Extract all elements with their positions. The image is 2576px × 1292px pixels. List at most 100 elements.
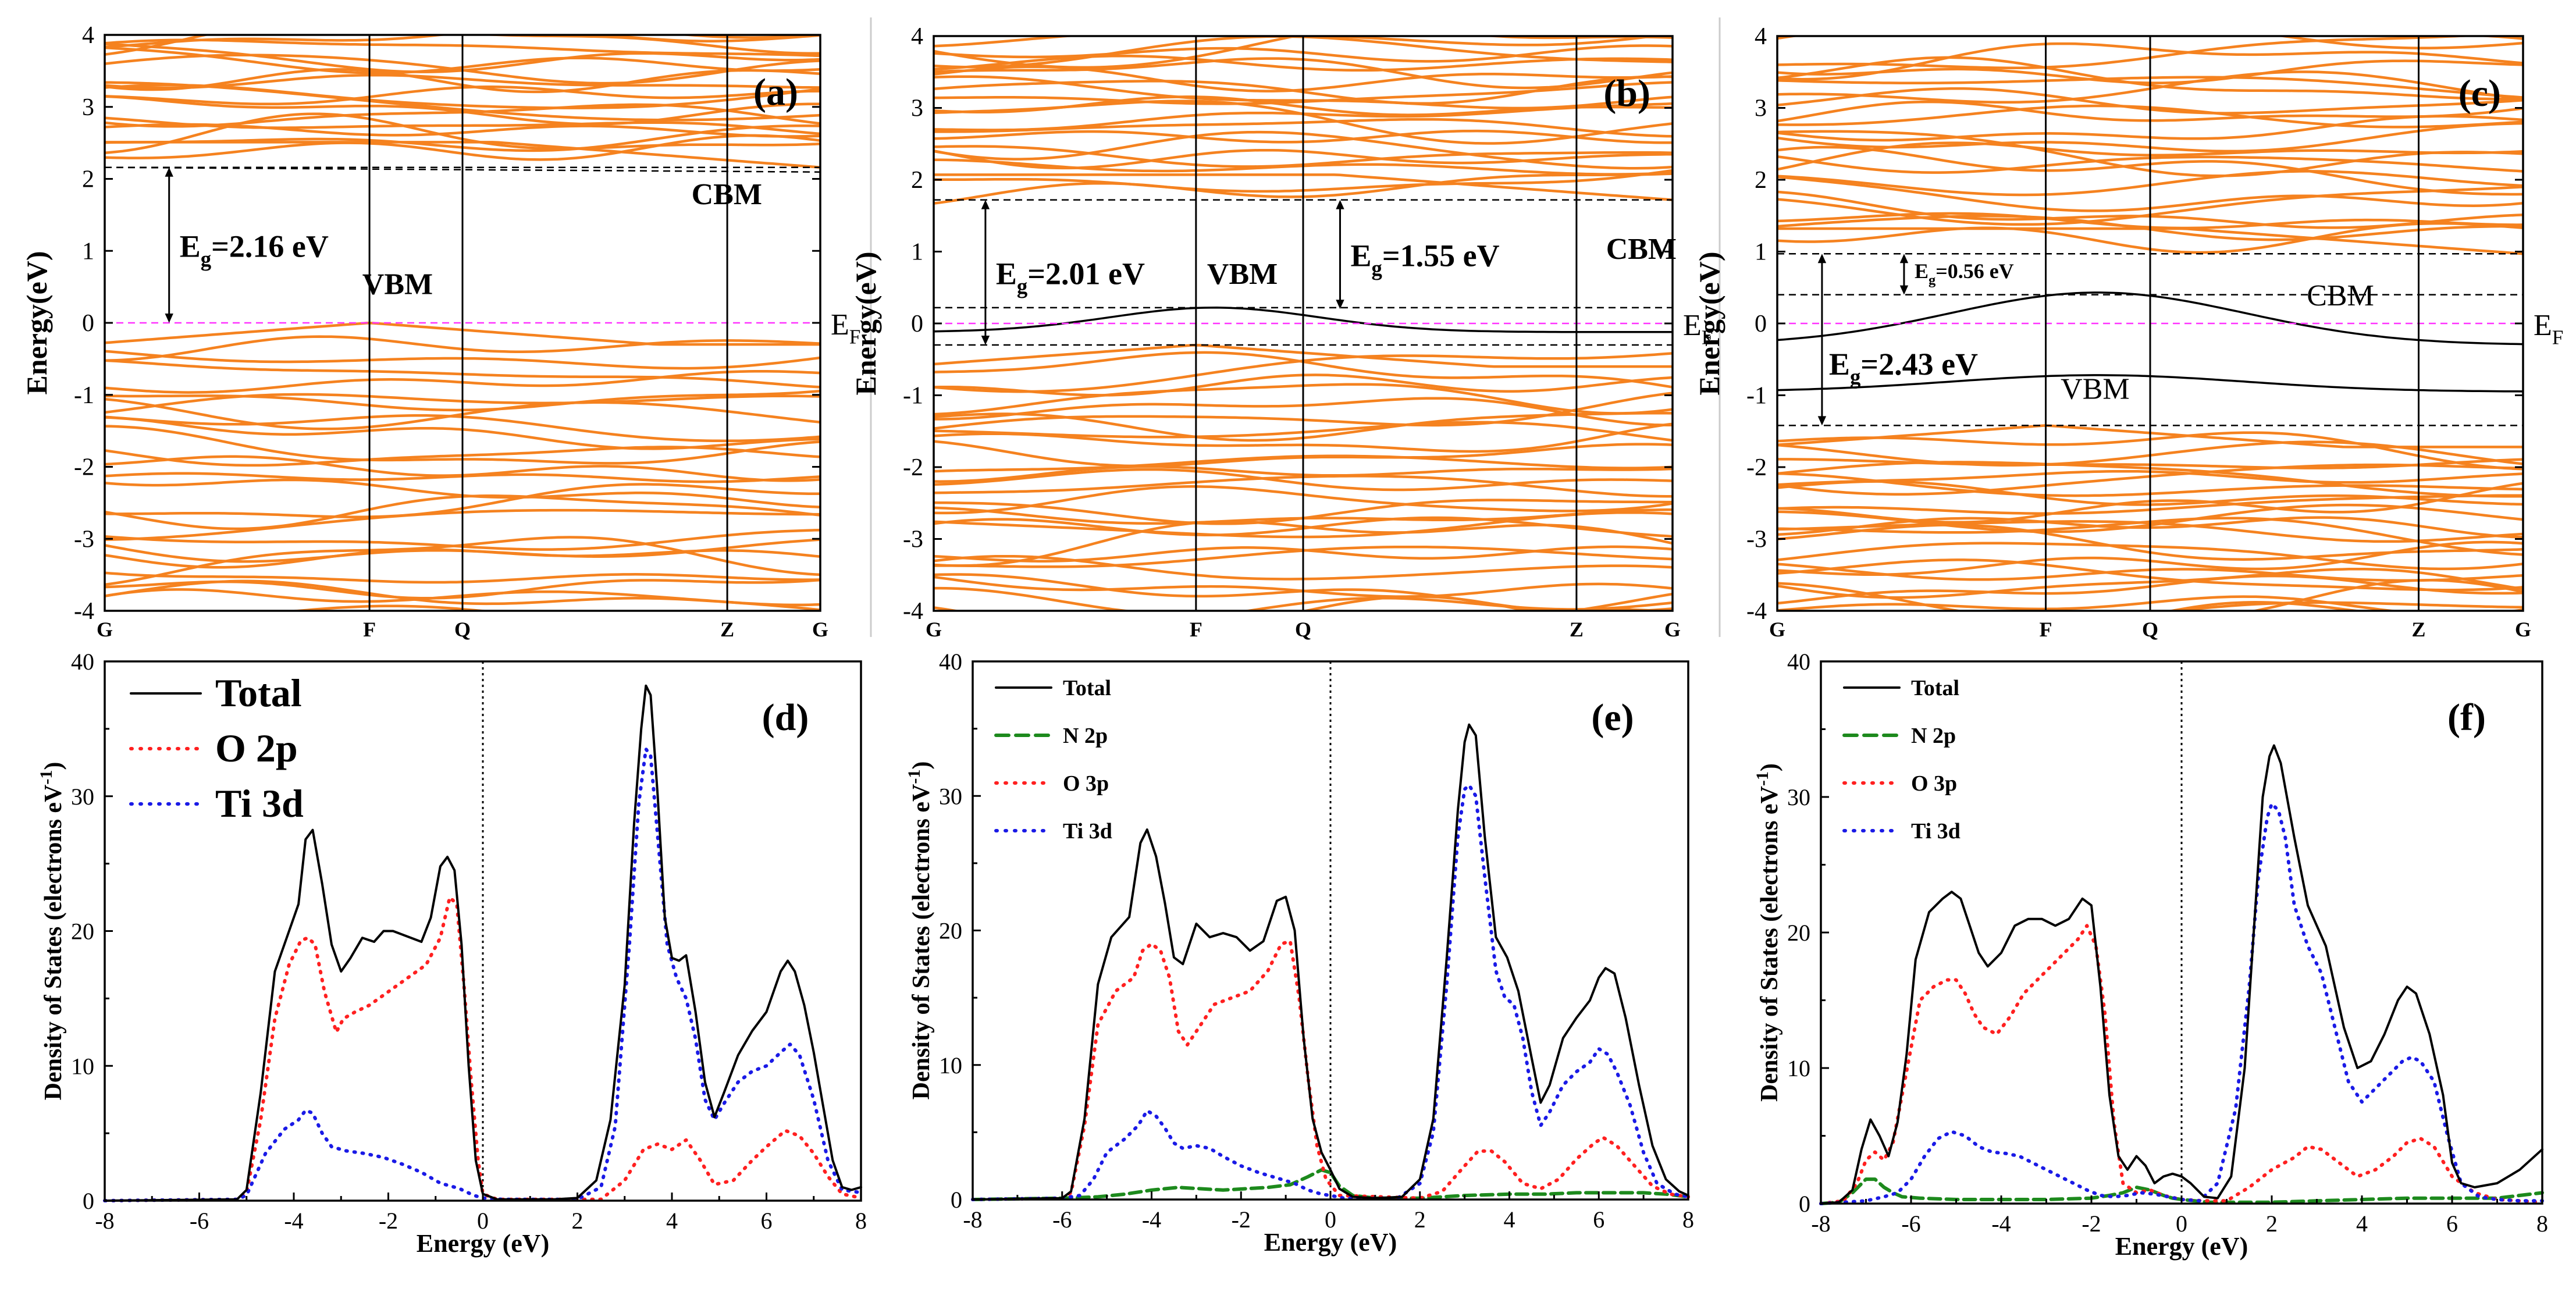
fermi-label: EF [2534, 309, 2563, 349]
legend-label: Ti 3d [1911, 819, 1961, 843]
panel-label: (f) [2447, 696, 2486, 739]
y-tick-label: 0 [911, 311, 923, 337]
gap-label: Eg=0.56 eV [1915, 259, 2014, 288]
y-tick-label: 4 [82, 22, 94, 49]
arrowhead [1817, 416, 1827, 426]
series-ti-3d [1819, 802, 2544, 1205]
x-tick-label: 2 [572, 1208, 583, 1234]
x-tick-label: 2 [1414, 1206, 1426, 1233]
y-tick-label: 30 [939, 783, 962, 809]
kpoint-label: Q [1295, 618, 1311, 641]
vbm-label: VBM [1207, 258, 1278, 291]
y-tick-label: 1 [911, 239, 923, 266]
y-tick-label: 4 [1755, 23, 1767, 50]
valence-band [934, 586, 1673, 611]
panel-label: (c) [2458, 72, 2501, 115]
x-tick-label: -2 [1232, 1206, 1251, 1233]
cbm-label: CBM [1606, 233, 1677, 266]
x-tick-label: 0 [1325, 1206, 1336, 1233]
arrowhead [1817, 254, 1827, 264]
y-tick-label: 0 [1799, 1191, 1810, 1217]
kpoint-label: G [2515, 618, 2531, 641]
y-tick-label: 3 [1755, 95, 1767, 122]
y-tick-label: 40 [71, 649, 94, 675]
y-axis-label: Density of States (electrons eV-1) [905, 761, 935, 1100]
kpoint-label: Q [2142, 618, 2158, 641]
series-total [972, 723, 1689, 1201]
band-panel-c: -4 -3 -2 -1 0 1 2 3 4 G F Q Z G Energy(eV) (c) EF Eg=0.56… [1693, 23, 2563, 641]
legend-label: O 3p [1063, 771, 1109, 796]
x-tick-label: -6 [1901, 1211, 1920, 1237]
x-tick-label: 0 [477, 1208, 489, 1234]
gap-label: Eg=1.55 eV [1351, 238, 1500, 280]
y-tick-label: -2 [1746, 454, 1767, 481]
x-tick-label: -4 [1991, 1211, 2011, 1237]
y-tick-label: 1 [82, 238, 94, 265]
conduction-band [2274, 36, 2523, 49]
conduction-band [1481, 36, 1673, 40]
x-tick-label: -6 [190, 1208, 209, 1234]
y-tick-label: 20 [939, 918, 962, 944]
y-tick-label: -1 [74, 382, 94, 409]
y-tick-label: 4 [911, 23, 923, 50]
vbm-label: VBM [362, 268, 433, 301]
series-ti-3d [103, 747, 863, 1202]
kpoint-label: G [812, 618, 828, 641]
series-o-3p [1819, 924, 2544, 1205]
kpoint-label: G [926, 618, 942, 641]
y-tick-label: 2 [1755, 167, 1767, 194]
y-tick-label: 10 [71, 1053, 94, 1079]
arrowhead [1336, 300, 1344, 309]
kpoint-label: Z [2412, 618, 2426, 641]
legend-label: O 3p [1911, 771, 1957, 796]
x-tick-label: -2 [379, 1208, 398, 1234]
y-tick-label: 40 [939, 649, 962, 675]
y-axis-label: Energy(eV) [849, 251, 882, 395]
y-tick-label: 40 [1787, 649, 1810, 675]
dos-panel-f: -8 -6 -4 -2 0 2 4 6 8 0 10 20 30 40 Energy (eV) Density… [1753, 649, 2548, 1261]
legend-label: Total [1063, 676, 1111, 700]
legend-label: Ti 3d [215, 781, 304, 825]
y-tick-label: 3 [82, 94, 94, 121]
y-tick-label: 3 [911, 95, 923, 122]
x-axis-label: Energy (eV) [1264, 1228, 1397, 1257]
conduction-band [934, 36, 1301, 69]
arrowhead [1899, 285, 1909, 295]
x-tick-label: -6 [1052, 1206, 1072, 1233]
arrowhead [981, 200, 990, 209]
arrowhead [165, 167, 173, 177]
level-line [104, 166, 821, 173]
arrowhead [981, 336, 990, 346]
y-tick-label: 0 [1755, 311, 1767, 337]
y-tick-label: 20 [1787, 920, 1810, 946]
x-axis-label: Energy (eV) [2115, 1232, 2248, 1261]
kpoint-label: F [363, 618, 376, 641]
kpoint-label: G [1769, 618, 1785, 641]
conduction-band [105, 35, 820, 56]
y-tick-label: 1 [1755, 239, 1767, 266]
conduction-band [589, 35, 820, 42]
cbm-label: CBM [692, 178, 762, 211]
band-panel-b: -4 -3 -2 -1 0 1 2 3 4 G F Q Z G Energy(eV) (b) EF Eg=2.01… [849, 23, 1713, 641]
arrowhead [1336, 200, 1344, 209]
y-axis-label: Density of States (electrons eV-1) [1753, 763, 1783, 1102]
y-tick-label: -2 [903, 454, 923, 481]
x-tick-label: -8 [963, 1206, 982, 1233]
series-o-2p [103, 895, 863, 1202]
arrowhead [165, 314, 173, 323]
x-tick-label: -4 [284, 1208, 303, 1234]
y-tick-label: -1 [1746, 383, 1767, 410]
x-tick-label: -2 [2082, 1211, 2101, 1237]
panel-label: (a) [753, 71, 798, 113]
y-tick-label: 0 [83, 1188, 94, 1214]
dos-panel-d: -8 -6 -4 -2 0 2 4 6 8 0 10 20 30 40 Energy (eV) Density… [37, 649, 867, 1258]
y-tick-label: 30 [1787, 784, 1810, 810]
y-axis-label: Energy(eV) [1693, 251, 1725, 395]
series-n-2p [971, 1168, 1690, 1201]
kpoint-label: Z [1570, 618, 1584, 641]
y-tick-label: 30 [71, 784, 94, 810]
y-tick-label: -2 [74, 454, 94, 481]
x-tick-label: -4 [1142, 1206, 1161, 1233]
panel-label: (d) [762, 696, 809, 739]
